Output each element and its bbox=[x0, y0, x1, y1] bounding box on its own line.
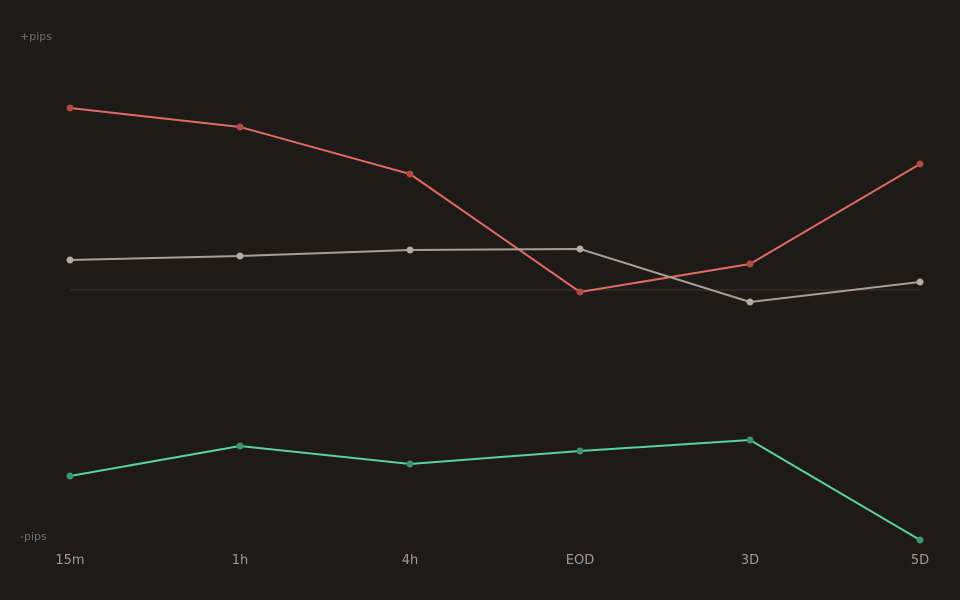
series-2-point-4h[interactable] bbox=[406, 246, 414, 254]
series-3-point-EOD[interactable] bbox=[576, 447, 584, 455]
series-1-point-EOD[interactable] bbox=[576, 288, 584, 296]
x-tick-label: 4h bbox=[402, 553, 419, 568]
series-2-point-15m[interactable] bbox=[66, 256, 74, 264]
y-axis-positive-label: +pips bbox=[20, 30, 52, 43]
x-tick-label: 15m bbox=[55, 553, 84, 568]
series-3-point-5D[interactable] bbox=[916, 536, 924, 544]
series-1 bbox=[66, 104, 924, 296]
x-axis-ticks: 15m 1h 4h EOD 3D 5D bbox=[55, 553, 929, 568]
series-2-point-5D[interactable] bbox=[916, 278, 924, 286]
series-3-point-4h[interactable] bbox=[406, 460, 414, 468]
series-2 bbox=[66, 245, 924, 306]
x-tick-label: 5D bbox=[911, 553, 929, 568]
series-3 bbox=[66, 436, 924, 544]
x-tick-label: EOD bbox=[566, 553, 594, 568]
series-2-point-EOD[interactable] bbox=[576, 245, 584, 253]
x-tick-label: 3D bbox=[741, 553, 759, 568]
x-tick-label: 1h bbox=[232, 553, 249, 568]
y-axis-negative-label: -pips bbox=[20, 530, 47, 543]
series-3-line bbox=[69, 439, 921, 541]
series-3-point-3D[interactable] bbox=[746, 436, 754, 444]
series-1-point-3D[interactable] bbox=[746, 260, 754, 268]
series-1-point-1h[interactable] bbox=[236, 123, 244, 131]
series-layer bbox=[66, 104, 924, 544]
series-1-point-15m[interactable] bbox=[66, 104, 74, 112]
series-2-line bbox=[69, 248, 921, 303]
series-3-point-15m[interactable] bbox=[66, 472, 74, 480]
series-1-line bbox=[69, 107, 921, 293]
series-2-point-1h[interactable] bbox=[236, 252, 244, 260]
series-2-point-3D[interactable] bbox=[746, 298, 754, 306]
series-1-point-5D[interactable] bbox=[916, 160, 924, 168]
series-3-point-1h[interactable] bbox=[236, 442, 244, 450]
series-1-point-4h[interactable] bbox=[406, 170, 414, 178]
